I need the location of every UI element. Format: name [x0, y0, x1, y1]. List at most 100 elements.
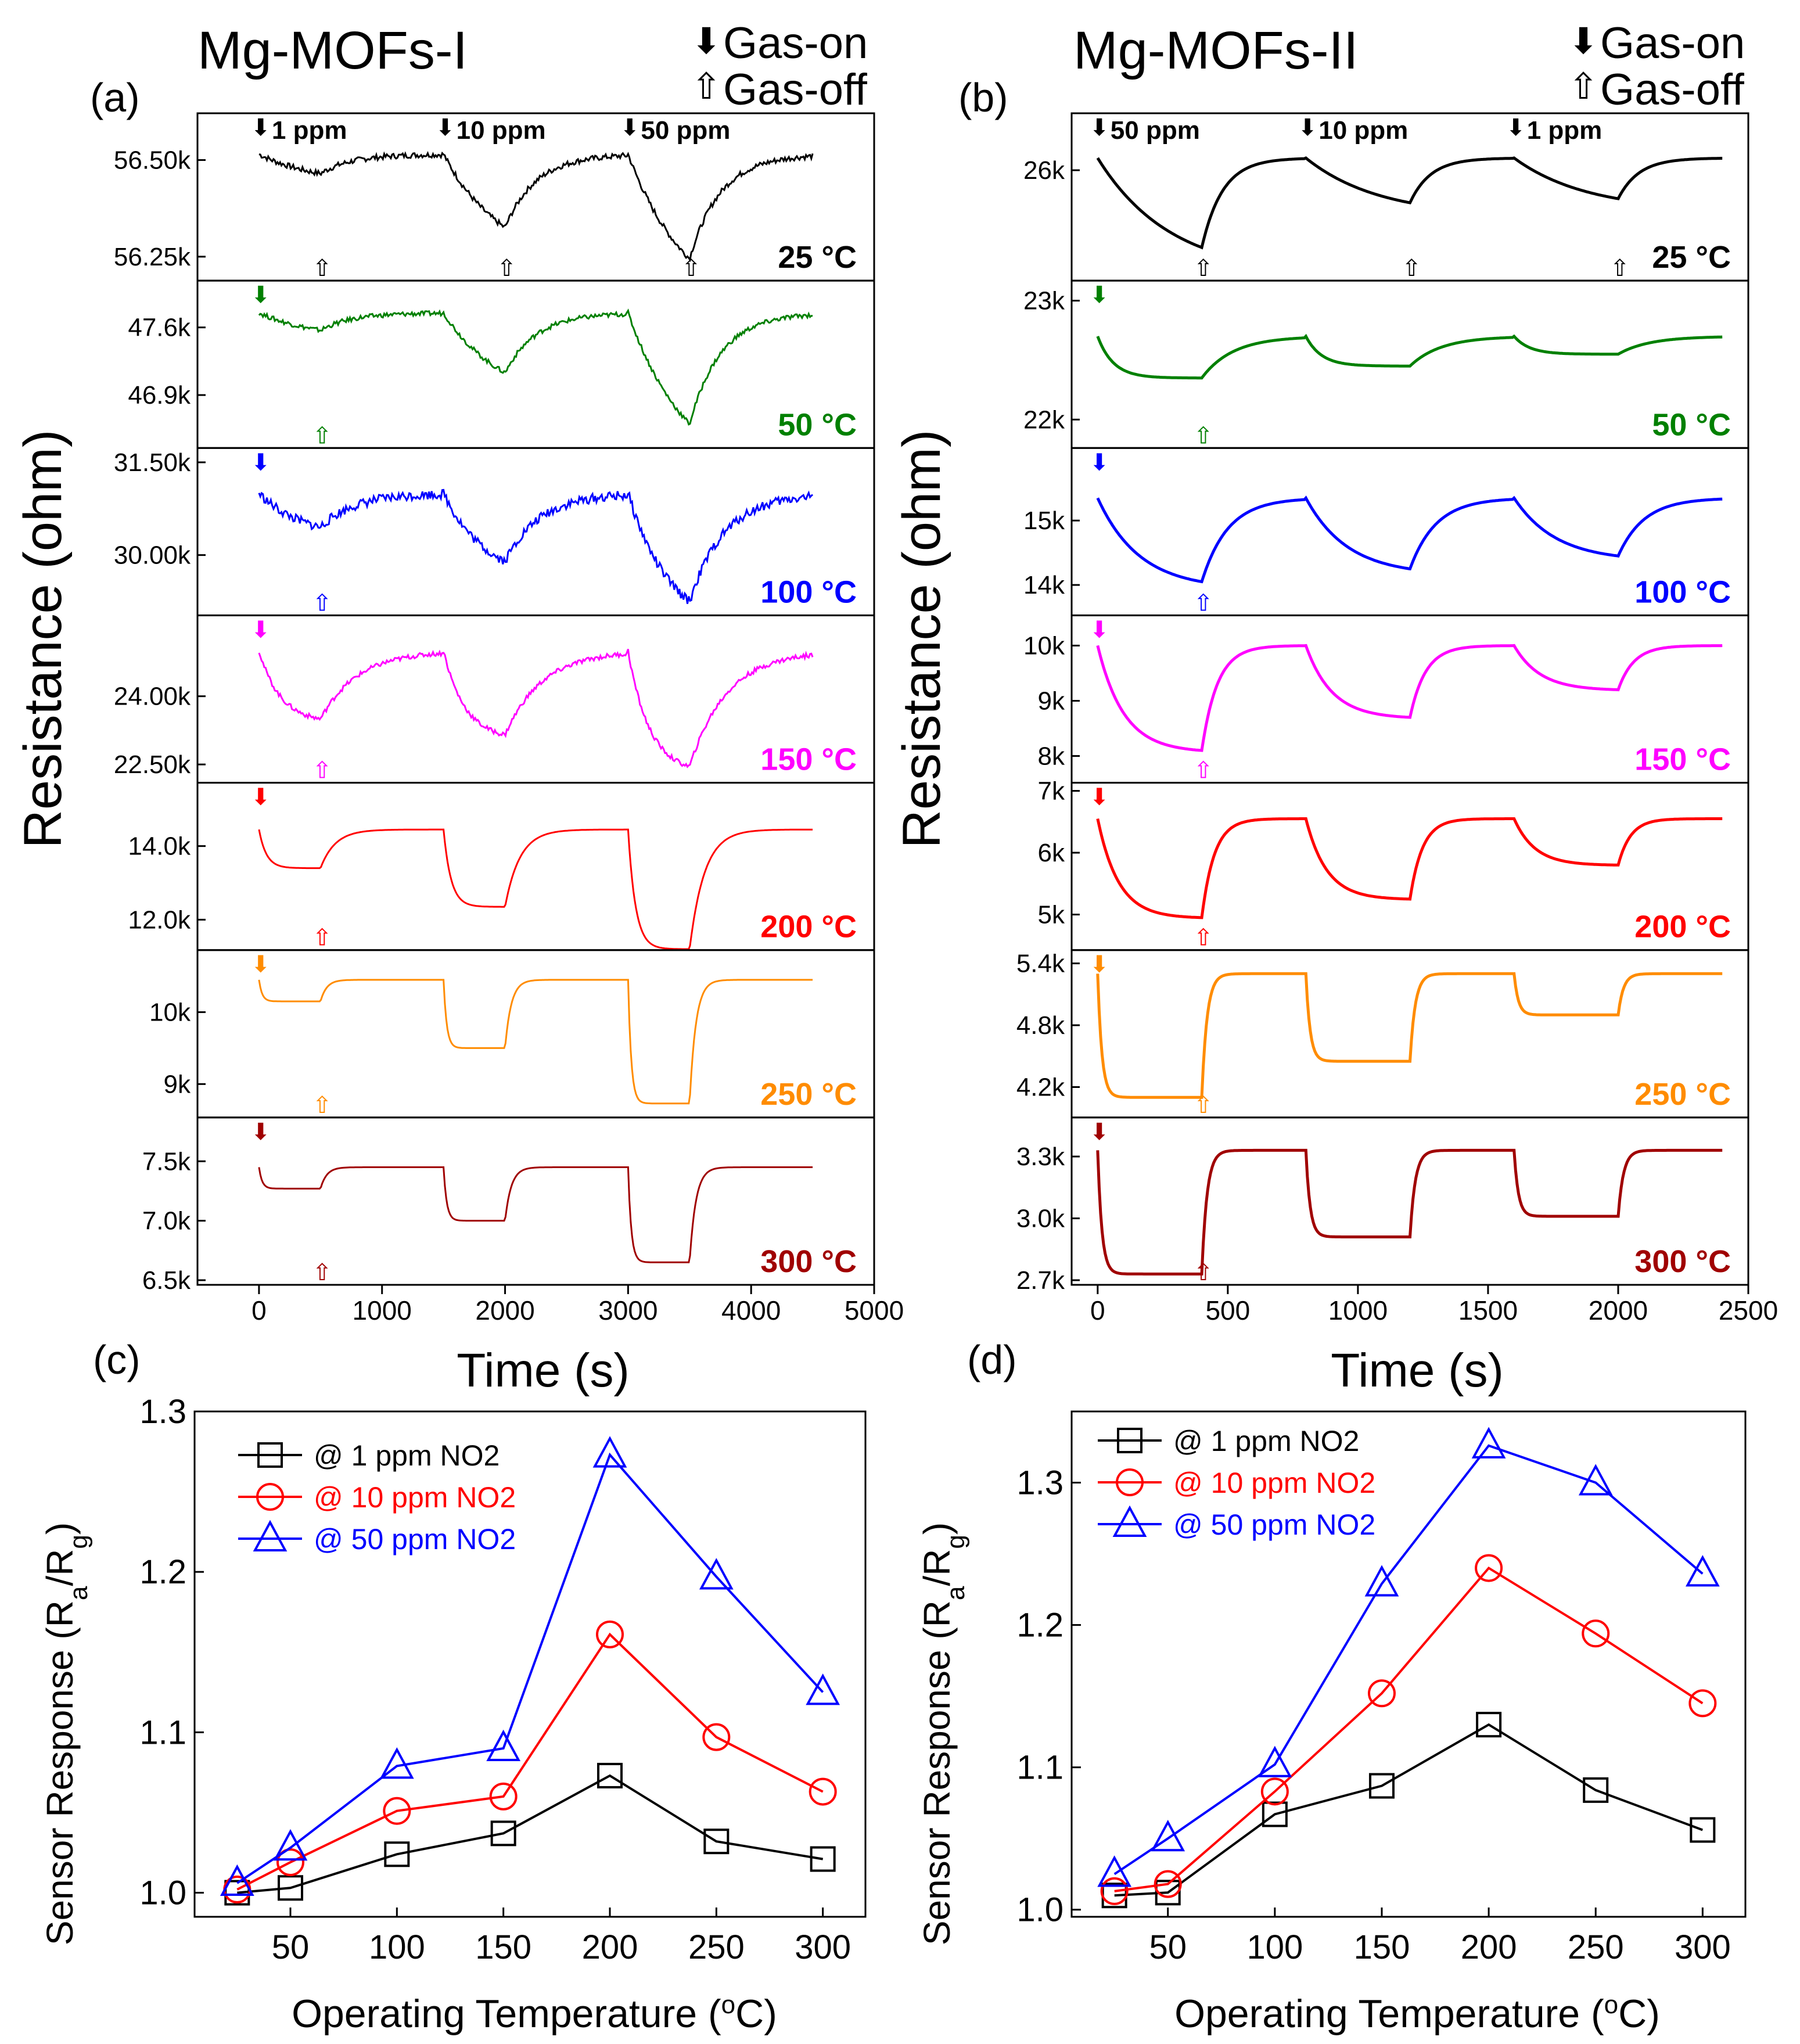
data-point	[1475, 1554, 1503, 1582]
data-point	[1367, 1679, 1396, 1708]
y-tick-label: 7.0k	[142, 1207, 191, 1235]
data-point	[1260, 1777, 1289, 1806]
panel-label: (d)	[967, 1337, 1017, 1382]
temperature-label: 150 °C	[760, 742, 857, 777]
gas-off-icon: ⇧	[1402, 256, 1422, 281]
gas-off-icon: ⇧	[312, 758, 332, 784]
data-point	[1154, 1870, 1182, 1898]
data-point	[490, 1820, 516, 1847]
x-tick-label: 300	[795, 1928, 851, 1966]
data-point	[384, 1841, 410, 1867]
y-tick-label: 31.50k	[114, 448, 191, 477]
y-axis-title: Resistance (ohm)	[892, 430, 951, 849]
gas-off-icon: ⇧	[312, 925, 332, 951]
panel-label: (b)	[958, 75, 1008, 120]
response-plot: 1.0 1.1 1.2 1.3 50 100 150 200 250 300 @ 1 ppm NO2…	[1016, 1410, 1747, 1966]
data-point	[257, 1442, 283, 1468]
data-series-line	[236, 1452, 824, 1884]
x-tick-label: 2000	[1589, 1295, 1648, 1325]
y-tick-label: 46.9k	[128, 381, 191, 409]
panel-title: Mg-MOFs-II	[1073, 21, 1359, 80]
gas-off-icon: ⇧	[1194, 590, 1213, 616]
gas-off-icon: ⇧	[1194, 925, 1213, 951]
gas-on-icon: ⬇	[1090, 952, 1109, 978]
y-tick-label: 1.3	[1016, 1464, 1064, 1502]
panel-title: Mg-MOFs-I	[197, 21, 468, 80]
gas-off-icon: ⇧	[1194, 1260, 1213, 1285]
data-point	[379, 1747, 414, 1779]
panel-d: (d) Sensor Response (Ra/Rg) Operating Te…	[916, 1337, 1747, 2036]
subplot: 7k 6k 5k ⬇ ⇧ 200 °C	[1038, 777, 1749, 951]
data-point	[1583, 1777, 1609, 1803]
y-tick-label: 1.0	[139, 1874, 186, 1912]
x-tick-label: 300	[1675, 1928, 1731, 1966]
data-point	[383, 1797, 411, 1825]
x-tick-label: 150	[1354, 1928, 1410, 1966]
data-series-line	[258, 1166, 813, 1263]
data-point	[276, 1848, 304, 1877]
y-tick-label: 1.3	[139, 1393, 186, 1431]
x-tick-label: 1000	[353, 1295, 412, 1325]
data-point	[809, 1777, 837, 1806]
y-tick-label: 1.2	[1016, 1607, 1064, 1644]
subplot: 14.0k 12.0k ⬇ ⇧ 200 °C	[128, 782, 875, 951]
x-tick-label: 200	[582, 1928, 638, 1966]
temperature-label: 25 °C	[1652, 240, 1731, 275]
y-tick-label: 3.0k	[1016, 1205, 1065, 1233]
subplot: 10k 9k 8k ⬇ ⇧ 150 °C	[1023, 614, 1749, 784]
gas-off-icon: ⇧	[1194, 423, 1213, 448]
data-point	[806, 1673, 840, 1705]
data-series-line	[1096, 333, 1723, 380]
subplot: 3.3k 3.0k 2.7k ⬇ ⇧ 300 °C	[1016, 1116, 1749, 1295]
temperature-label: 100 °C	[1634, 574, 1731, 609]
x-tick-label: 50	[272, 1928, 310, 1966]
temperature-label: 50 °C	[778, 407, 857, 442]
gas-off-icon: ⇧	[497, 256, 517, 281]
subplot: 47.6k 46.9k ⬇ ⇧ 50 °C	[128, 279, 875, 449]
y-tick-label: 6k	[1038, 839, 1065, 867]
data-series	[1097, 1427, 1720, 1887]
x-tick-label: 3000	[598, 1295, 658, 1325]
legend-label: Gas-off	[1600, 65, 1745, 114]
data-point	[1097, 1855, 1132, 1887]
data-point	[699, 1558, 734, 1590]
data-point	[592, 1436, 627, 1468]
data-series-line	[1096, 817, 1723, 919]
y-tick-label: 9k	[1038, 687, 1065, 716]
panel-label: (c)	[93, 1337, 141, 1382]
data-series	[1100, 1554, 1717, 1905]
data-series-line	[1096, 972, 1723, 1099]
y-tick-label: 2.7k	[1016, 1266, 1065, 1295]
legend-label: Gas-off	[723, 65, 868, 114]
data-point	[253, 1519, 288, 1551]
gas-on-icon: ⬇	[620, 115, 639, 141]
legend-label: @ 50 ppm NO2	[1173, 1508, 1375, 1541]
data-series-line	[258, 828, 813, 950]
y-tick-label: 56.25k	[114, 243, 191, 271]
gas-on-icon: ⬇	[1090, 282, 1109, 308]
data-point	[1685, 1555, 1720, 1587]
data-point	[220, 1864, 254, 1896]
subplot: 24.00k 22.50k ⬇ ⇧ 150 °C	[114, 614, 875, 784]
x-tick-label: 0	[1090, 1295, 1105, 1325]
x-tick-label: 150	[475, 1928, 531, 1966]
gas-off-icon: ⇧	[1568, 67, 1598, 107]
data-point	[810, 1846, 836, 1872]
x-tick-label: 500	[1205, 1295, 1250, 1325]
data-point	[273, 1829, 308, 1861]
gas-on-icon: ⬇	[251, 785, 271, 810]
y-tick-label: 22k	[1023, 405, 1065, 434]
gas-on-icon: ⬇	[251, 450, 271, 475]
gas-on-icon: ⬇	[1090, 115, 1109, 141]
subplot-frame	[196, 1116, 875, 1286]
data-series	[223, 1620, 837, 1904]
y-tick-label: 9k	[164, 1070, 191, 1098]
x-tick-label: 2500	[1719, 1295, 1778, 1325]
stacked-plots: 26k⬇⇧ 25 °C⬇ 50 ppm ⬇ 10 ppm ⬇ 1 ppm⇧ ⇧23k22k⬇⇧…	[1016, 112, 1778, 1325]
y-tick-label: 1.1	[139, 1713, 186, 1751]
y-tick-label: 3.3k	[1016, 1143, 1065, 1171]
data-point	[1100, 1877, 1129, 1905]
gas-on-icon: ⬇	[691, 21, 721, 62]
data-point	[1476, 1712, 1502, 1738]
